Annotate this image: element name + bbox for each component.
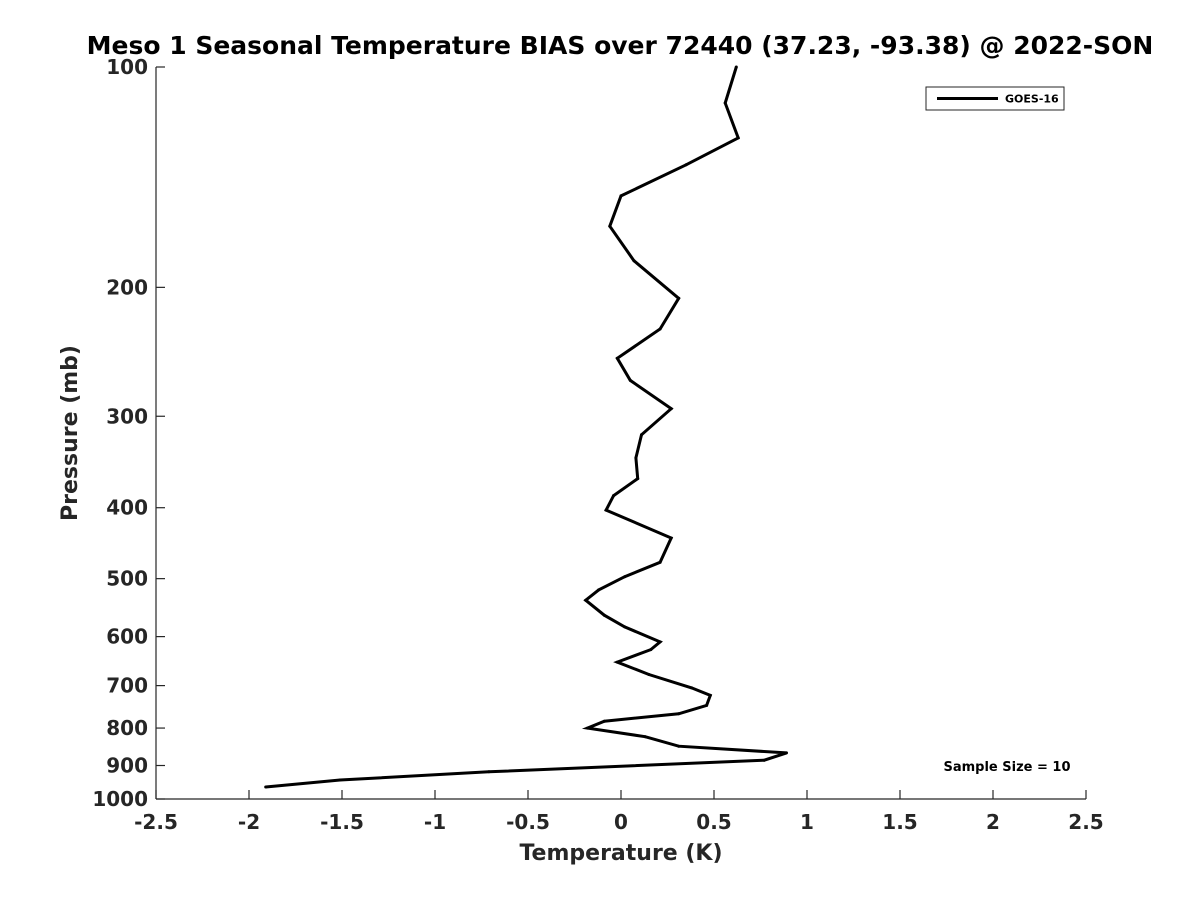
data-point <box>602 613 606 617</box>
x-tick-label: 0 <box>614 810 628 834</box>
data-point <box>634 456 638 460</box>
data-point <box>597 588 601 592</box>
data-point <box>684 163 688 167</box>
y-tick-label: 300 <box>106 404 148 428</box>
legend: GOES-16 <box>925 86 1065 111</box>
x-tick-label: -2.5 <box>134 810 178 834</box>
data-point <box>586 726 589 730</box>
data-point <box>632 259 636 263</box>
y-tick-label: 100 <box>106 55 148 79</box>
x-tick-label: 0.5 <box>696 810 731 834</box>
x-tick-label: -1 <box>424 810 446 834</box>
data-point <box>640 433 643 437</box>
data-point <box>602 719 606 723</box>
x-axis-ticks: -2.5 -2 -1.5 -1 -0.5 0 0.5 1 1.5 2 2.5 <box>134 790 1104 834</box>
data-point <box>658 327 662 331</box>
data-point <box>264 785 268 789</box>
data-point <box>705 703 709 707</box>
data-point <box>338 778 342 782</box>
data-point <box>669 536 673 540</box>
data-point <box>647 673 651 676</box>
chart-title: Meso 1 Seasonal Temperature BIAS over 72… <box>87 31 1154 60</box>
x-tick-label: 2 <box>986 810 1000 834</box>
data-point <box>628 378 632 382</box>
y-tick-label: 800 <box>106 716 148 740</box>
data-point <box>608 224 612 228</box>
data-point <box>762 758 766 762</box>
legend-label-goes-16: GOES-16 <box>1005 93 1059 106</box>
data-point <box>658 560 662 564</box>
x-axis-label: Temperature (K) <box>519 841 722 866</box>
y-tick-label: 500 <box>106 567 148 591</box>
data-point <box>690 686 694 690</box>
data-point <box>734 65 738 69</box>
data-point <box>636 477 640 481</box>
x-tick-label: -1.5 <box>320 810 364 834</box>
data-point <box>487 770 491 774</box>
y-tick-label: 1000 <box>92 787 148 811</box>
data-point <box>677 712 681 716</box>
data-point <box>615 356 619 360</box>
data-point <box>604 508 608 512</box>
y-tick-label: 700 <box>106 674 148 698</box>
y-tick-label: 400 <box>106 496 148 520</box>
data-point <box>623 625 627 629</box>
x-tick-label: 1.5 <box>882 810 917 834</box>
data-point <box>723 101 727 105</box>
data-point <box>619 194 623 198</box>
data-point <box>785 751 788 755</box>
data-point <box>736 136 740 140</box>
y-axis-label: Pressure (mb) <box>58 345 83 521</box>
x-tick-label: 2.5 <box>1068 810 1103 834</box>
data-point <box>612 494 616 498</box>
data-point <box>658 640 662 644</box>
x-tick-label: 1 <box>800 810 814 834</box>
data-point <box>649 648 653 652</box>
data-point <box>669 407 673 411</box>
data-point <box>615 660 619 664</box>
x-tick-label: -0.5 <box>506 810 550 834</box>
x-tick-label: -2 <box>238 810 260 834</box>
data-point <box>677 744 681 748</box>
data-point <box>584 598 588 602</box>
sample-size-annotation: Sample Size = 10 <box>943 760 1070 775</box>
y-tick-label: 200 <box>106 275 148 299</box>
y-tick-label: 900 <box>106 754 148 778</box>
data-point <box>677 296 681 300</box>
data-point <box>643 735 647 739</box>
y-tick-label: 600 <box>106 625 148 649</box>
data-point <box>708 693 712 697</box>
data-point <box>623 575 627 579</box>
y-axis-ticks: 100 200 300 400 500 600 700 800 900 1000 <box>92 55 165 811</box>
series-points <box>264 65 788 789</box>
